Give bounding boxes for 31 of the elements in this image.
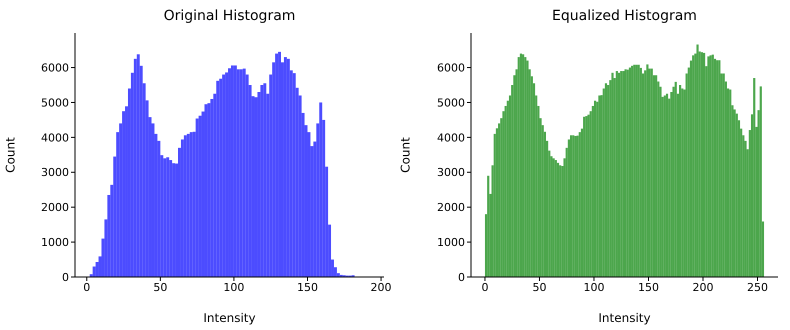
y-tick-label: 3000 — [41, 166, 69, 180]
chart-title: Equalized Histogram — [551, 8, 698, 24]
x-tick-label: 0 — [83, 280, 90, 294]
x-tick-label: 100 — [223, 280, 244, 294]
x-tick-label: 50 — [532, 280, 546, 294]
y-tick-label: 4000 — [437, 131, 465, 144]
y-tick-label: 1000 — [437, 236, 465, 249]
y-tick-label: 0 — [458, 270, 465, 284]
y-tick-label: 3000 — [437, 166, 465, 180]
x-tick-label: 150 — [296, 280, 318, 294]
y-tick-label: 6000 — [437, 61, 465, 74]
chart-title: Original Histogram — [162, 8, 296, 24]
y-tick-label: 5000 — [41, 96, 69, 110]
y-tick-label: 6000 — [41, 61, 69, 74]
x-axis-title: Intensity — [203, 311, 256, 325]
y-tick-label: 5000 — [437, 96, 465, 110]
x-tick-label: 150 — [638, 280, 659, 294]
y-tick-label: 2000 — [437, 201, 465, 214]
x-axis-title: Intensity — [598, 311, 651, 325]
x-tick-label: 0 — [481, 280, 488, 294]
y-tick-label: 2000 — [41, 201, 69, 214]
x-tick-label: 50 — [153, 280, 168, 294]
y-tick-label: 4000 — [41, 131, 69, 144]
x-tick-label: 200 — [370, 280, 392, 294]
y-axis-title: Count — [398, 136, 412, 173]
y-tick-label: 0 — [62, 270, 69, 284]
y-axis-title: Count — [3, 136, 18, 173]
x-tick-label: 200 — [692, 280, 714, 294]
x-tick-label: 250 — [747, 280, 768, 294]
y-tick-label: 1000 — [41, 236, 69, 249]
x-tick-label: 100 — [583, 280, 604, 294]
